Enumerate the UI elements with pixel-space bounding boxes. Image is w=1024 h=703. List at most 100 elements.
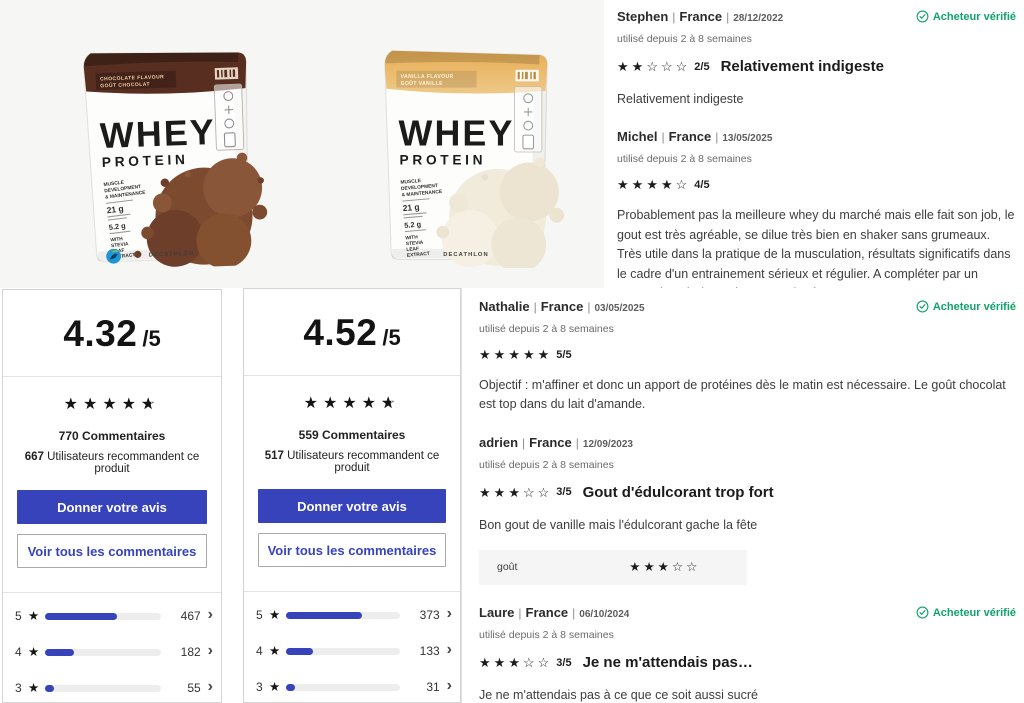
separator: | (575, 435, 579, 450)
star-level: 3 (15, 681, 22, 695)
chevron-right-icon[interactable]: › (446, 641, 452, 658)
svg-text:WITH: WITH (110, 236, 124, 244)
view-all-comments-button[interactable]: Voir tous les commentaires (17, 534, 207, 568)
svg-text:MUSCLE: MUSCLE (103, 180, 125, 189)
review-item: Nathalie | France | 03/05/2025 Acheteur véri… (479, 300, 1016, 415)
svg-text:WITH: WITH (405, 234, 418, 241)
chevron-right-icon[interactable]: › (207, 642, 213, 659)
rating-count: 182 (180, 645, 201, 659)
review-stars: ★★★★☆ (617, 177, 691, 193)
usage-duration: utilisé depuis 2 à 8 semaines (479, 629, 614, 642)
rating-distribution-row[interactable]: 4 ★ 182 › (15, 634, 213, 670)
chevron-right-icon[interactable]: › (446, 605, 452, 622)
chevron-right-icon[interactable]: › (207, 606, 213, 623)
rating-bar (45, 684, 161, 692)
rating-count: 55 (187, 681, 201, 695)
reviewer-name: Stephen (617, 9, 669, 24)
rating-bar-fill (45, 684, 55, 692)
verified-label: Acheteur vérifié (932, 606, 1016, 619)
separator: | (533, 300, 537, 314)
rating-bar-fill (286, 647, 314, 655)
svg-text:MUSCLE: MUSCLE (400, 178, 422, 186)
subratings-panel: goût ★★★☆☆ (479, 550, 747, 586)
rating-count: 373 (419, 608, 440, 622)
reviewer-name: Nathalie (479, 299, 530, 314)
review-title: Je ne m'attendais pas… (582, 654, 753, 672)
product-image-whey-vanilla: VANILLA FLAVOUR GOÛT VANILLE WHEY PROTEI… (384, 50, 565, 268)
review-body: Je ne m'attendais pas à ce que ce soit a… (479, 688, 758, 703)
review-item: adrien | France | 12/09/2023 utilisé depuis … (479, 434, 1016, 586)
separator: | (661, 130, 665, 145)
star-icon: ★ (269, 643, 281, 658)
verified-label: Acheteur vérifié (932, 10, 1016, 23)
rating-distribution-row[interactable]: 5 ★ 373 › (256, 597, 452, 633)
reviewer-country: France (525, 605, 569, 621)
svg-text:DECATHLON: DECATHLON (443, 252, 488, 258)
svg-text:EXTRACT: EXTRACT (407, 251, 430, 259)
svg-text:STEVIA: STEVIA (111, 241, 130, 249)
reviewer-name: Michel (617, 129, 658, 145)
star-icon: ★ (28, 644, 40, 659)
svg-text:DEVELOPMENT: DEVELOPMENT (104, 184, 141, 194)
rating-distribution-row[interactable]: 5 ★ 467 › (15, 598, 213, 634)
review-rating-label: 5/5 (556, 348, 572, 361)
subrating-row: goût ★★★☆☆ (497, 561, 729, 574)
svg-text:EXTRACT: EXTRACT (112, 252, 135, 261)
svg-text:5.2 g: 5.2 g (404, 219, 422, 229)
chevron-right-icon[interactable]: › (207, 678, 213, 695)
review-stars: ★★☆☆☆ (617, 59, 691, 74)
check-circle-icon (916, 606, 929, 619)
review-title: Gout d'édulcorant trop fort (582, 483, 774, 501)
score-suffix: /5 (142, 326, 161, 351)
rating-bar (45, 648, 161, 656)
rating-distribution: 5 ★ 373 › 4 ★ 133 › 3 ★ 31 › 2 ★ 12 › 1 … (244, 591, 460, 702)
review-header: Michel | France | 13/05/2025 (617, 130, 772, 146)
rating-distribution-row[interactable]: 3 ★ 55 › (15, 670, 213, 702)
average-score: 4.32 (63, 313, 138, 354)
rating-summary-card-vanilla: 4.52/5 ★★★★★☆ 559 Commentaires 517 Utili… (243, 288, 461, 703)
reviewer-name: adrien (479, 434, 519, 450)
svg-text:PROTEIN: PROTEIN (102, 152, 189, 170)
review-stars: ★★★☆☆ (479, 655, 553, 671)
separator: | (518, 606, 522, 621)
rating-bar-fill (45, 612, 117, 620)
reviews-panel-bottom: Nathalie | France | 03/05/2025 Acheteur véri… (461, 288, 1024, 703)
star-level: 4 (15, 645, 22, 659)
review-header: Laure | France | 06/10/2024 (479, 606, 629, 622)
svg-text:PROTEIN: PROTEIN (400, 153, 487, 168)
review-body: Objectif : m'affiner et donc un apport d… (479, 378, 1006, 412)
review-item: Michel | France | 13/05/2025 utilisé depuis … (617, 130, 1016, 288)
svg-text:DECATHLON: DECATHLON (149, 251, 195, 259)
view-all-comments-button[interactable]: Voir tous les commentaires (258, 533, 446, 567)
average-score-block: 4.52/5 (244, 289, 460, 376)
svg-text:& MAINTENANCE: & MAINTENANCE (401, 189, 443, 199)
separator: | (522, 435, 526, 450)
rating-bar (286, 647, 400, 655)
star-icon: ★ (269, 607, 281, 622)
svg-text:GOÛT VANILLE: GOÛT VANILLE (401, 80, 443, 87)
rating-count: 467 (180, 609, 201, 623)
chevron-right-icon[interactable]: › (446, 677, 452, 694)
give-review-button[interactable]: Donner votre avis (17, 490, 207, 524)
product-photos: CHOCOLATE FLAVOUR GOÛT CHOCOLAT WHEY PRO… (0, 0, 604, 288)
svg-text:CHOCOLATE FLAVOUR: CHOCOLATE FLAVOUR (100, 74, 164, 82)
rating-distribution-row[interactable]: 3 ★ 31 › (256, 669, 452, 702)
usage-duration: utilisé depuis 2 à 8 semaines (479, 458, 614, 471)
give-review-button[interactable]: Donner votre avis (258, 489, 446, 523)
recommend-text: Utilisateurs recommandent ce produit (47, 451, 200, 475)
review-title: Relativement indigeste (720, 58, 884, 75)
review-body: Bon gout de vanille mais l'édulcorant ga… (479, 517, 758, 532)
rating-distribution-row[interactable]: 4 ★ 133 › (256, 633, 452, 669)
svg-text:21 g: 21 g (106, 203, 124, 215)
verified-badge: Acheteur vérifié (916, 300, 1016, 313)
recommend-count: 517 (264, 450, 284, 462)
recommend-line: 517 Utilisateurs recommandent ce produit (244, 450, 460, 474)
svg-text:WHEY: WHEY (399, 114, 515, 154)
review-header: Nathalie | France | 03/05/2025 (479, 300, 645, 316)
check-circle-icon (916, 10, 929, 23)
svg-text:21 g: 21 g (402, 202, 420, 213)
verified-badge: Acheteur vérifié (916, 10, 1016, 23)
reviewer-country: France (668, 129, 712, 145)
separator: | (672, 10, 676, 24)
review-date: 06/10/2024 (579, 609, 630, 621)
